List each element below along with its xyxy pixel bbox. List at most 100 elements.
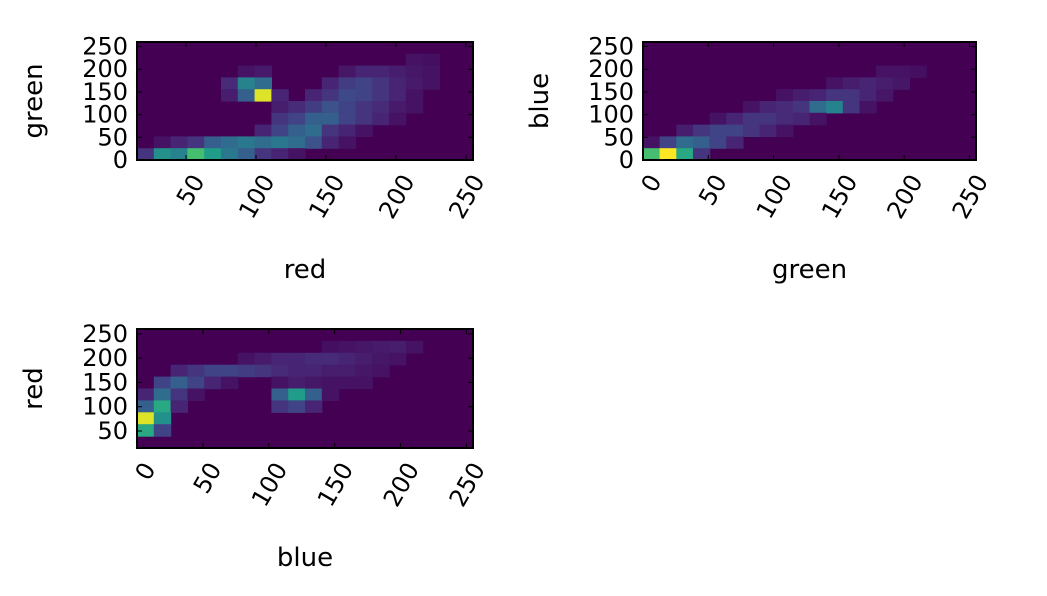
heatmap-cell <box>254 89 272 102</box>
y-tick-label: 50 <box>603 123 634 151</box>
heatmap-cell <box>137 412 155 425</box>
axes-frame <box>136 328 474 449</box>
heatmap-cell <box>355 77 373 90</box>
heatmap-cell <box>826 77 844 90</box>
heatmap-cell <box>692 148 711 161</box>
heatmap-cell <box>709 112 727 126</box>
heatmap-cell <box>372 65 390 78</box>
heatmap-cell <box>137 148 155 161</box>
heatmap-cell <box>676 124 694 137</box>
heatmap-cell <box>170 364 188 378</box>
heatmap-cell <box>876 77 894 90</box>
heatmap-cell <box>170 388 188 401</box>
heatmap-cell <box>372 352 390 366</box>
y-tick-label: 100 <box>82 101 128 129</box>
heatmap-cell <box>643 136 661 149</box>
heatmap-cell <box>305 400 323 413</box>
heatmap-cell <box>204 136 222 149</box>
heatmap-cell <box>204 376 222 390</box>
heatmap-cell <box>742 112 761 126</box>
heatmap-cell <box>776 101 794 114</box>
heatmap-cell <box>372 77 390 90</box>
heatmap-cell <box>389 77 407 90</box>
heatmap-cell <box>726 112 744 126</box>
heatmap-cell <box>909 65 927 78</box>
heatmap-cell <box>338 112 356 126</box>
heatmap-cell <box>237 136 256 149</box>
heatmap-cell <box>676 148 694 161</box>
x-tick-label: 100 <box>246 458 293 512</box>
heatmap-cell <box>338 101 356 114</box>
heatmap-cell <box>271 388 289 401</box>
heatmap-cell <box>876 89 894 102</box>
heatmap-cell <box>271 376 289 390</box>
heatmap-cell <box>338 340 356 354</box>
heatmap-cell <box>254 77 272 90</box>
x-tick-label: 200 <box>881 170 928 224</box>
heatmap-cell <box>288 148 306 161</box>
heatmap-cell <box>338 352 356 366</box>
heatmap-cell <box>221 364 239 378</box>
heatmap-cell <box>389 89 407 102</box>
heatmap-cell <box>742 101 761 114</box>
heatmap-cell <box>892 65 910 78</box>
x-tick-label: 150 <box>303 170 350 224</box>
heatmap-cell <box>321 376 340 390</box>
heatmap-cell <box>338 376 356 390</box>
heatmap-cell <box>759 101 777 114</box>
heatmap-cell <box>422 65 440 78</box>
heatmap-cell <box>338 364 356 378</box>
heatmap-cell <box>305 352 323 366</box>
heatmap-cell <box>859 101 877 114</box>
heatmap-cell <box>405 77 424 90</box>
x-tick-label: 200 <box>373 170 420 224</box>
heatmap-cell <box>187 388 205 401</box>
heatmap-cell <box>187 376 205 390</box>
y-axis-label: red <box>19 367 49 410</box>
heatmap-cell <box>305 89 323 102</box>
heatmap-cell <box>422 53 440 67</box>
y-axis-label: green <box>19 63 49 138</box>
heatmap-cell <box>288 136 306 149</box>
heatmap-cell <box>372 101 390 114</box>
heatmap-cell <box>726 124 744 137</box>
y-tick-label: 250 <box>588 33 634 61</box>
heatmap-cell <box>271 148 289 161</box>
heatmap-cell <box>321 101 340 114</box>
heatmap-cell <box>204 364 222 378</box>
heatmap-cell <box>221 77 239 90</box>
heatmap-cell <box>305 376 323 390</box>
heatmap-cell <box>859 77 877 90</box>
heatmap-cell <box>254 124 272 137</box>
heatmap-cell <box>759 124 777 137</box>
heatmap-cell <box>842 101 861 114</box>
heatmap-cell <box>759 112 777 126</box>
axes-frame <box>642 41 977 161</box>
heatmap-cell <box>405 340 424 354</box>
heatmap-cell <box>372 89 390 102</box>
heatmap-cell <box>876 65 894 78</box>
heatmap-cell <box>237 89 256 102</box>
heatmap-cell <box>792 112 811 126</box>
heatmap-cell <box>709 136 727 149</box>
heatmap-cell <box>137 424 155 437</box>
y-tick-label: 0 <box>619 146 634 174</box>
heatmap-cell <box>271 352 289 366</box>
heatmap-cell <box>254 364 272 378</box>
heatmap-cell <box>355 124 373 137</box>
heatmap-cell <box>405 89 424 102</box>
heatmap-cell <box>692 124 711 137</box>
heatmap-cell <box>221 376 239 390</box>
x-tick-label: 100 <box>751 170 798 224</box>
heatmap-cell <box>355 89 373 102</box>
y-axis-label: blue <box>525 73 555 129</box>
heatmap-cell <box>153 424 172 437</box>
heatmap-cell <box>355 101 373 114</box>
heatmap-cell <box>305 112 323 126</box>
x-tick-label: 0 <box>636 170 668 197</box>
heatmap-cell <box>221 89 239 102</box>
heatmap-cell <box>170 376 188 390</box>
heatmap-cell <box>776 124 794 137</box>
heatmap-cell <box>170 148 188 161</box>
